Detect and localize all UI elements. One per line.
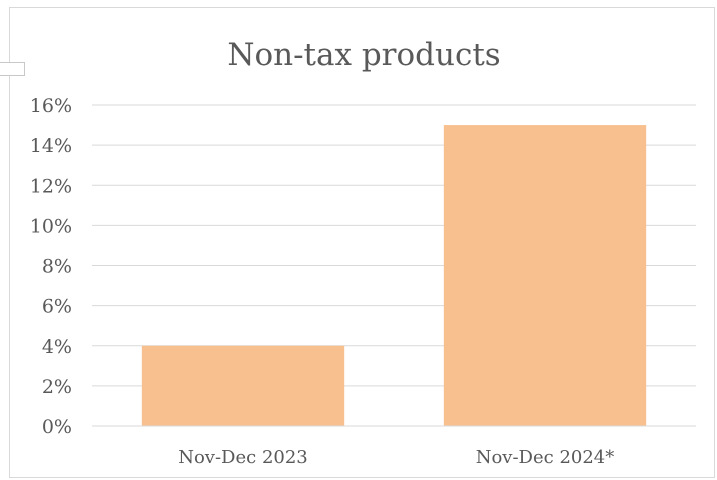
y-tick-label: 0%: [42, 416, 72, 438]
y-tick-label: 4%: [42, 336, 72, 358]
bar[interactable]: [443, 125, 647, 426]
y-axis-tick-labels: 0% 2% 4% 6% 8% 10% 12% 14% 16%: [30, 95, 72, 438]
bars: [141, 125, 647, 426]
category-labels: Nov-Dec 2023 Nov-Dec 2024*: [178, 447, 614, 468]
y-tick-label: 16%: [30, 95, 72, 117]
y-tick-label: 6%: [42, 296, 72, 318]
category-label: Nov-Dec 2024*: [476, 447, 615, 468]
y-tick-label: 14%: [30, 135, 72, 157]
y-tick-label: 2%: [42, 376, 72, 398]
y-tick-label: 8%: [42, 256, 72, 278]
y-tick-label: 10%: [30, 215, 72, 237]
resize-handle[interactable]: [0, 62, 25, 76]
chart-title: Non-tax products: [227, 37, 500, 73]
category-label: Nov-Dec 2023: [178, 447, 308, 468]
y-tick-label: 12%: [30, 175, 72, 197]
bar[interactable]: [141, 345, 345, 426]
